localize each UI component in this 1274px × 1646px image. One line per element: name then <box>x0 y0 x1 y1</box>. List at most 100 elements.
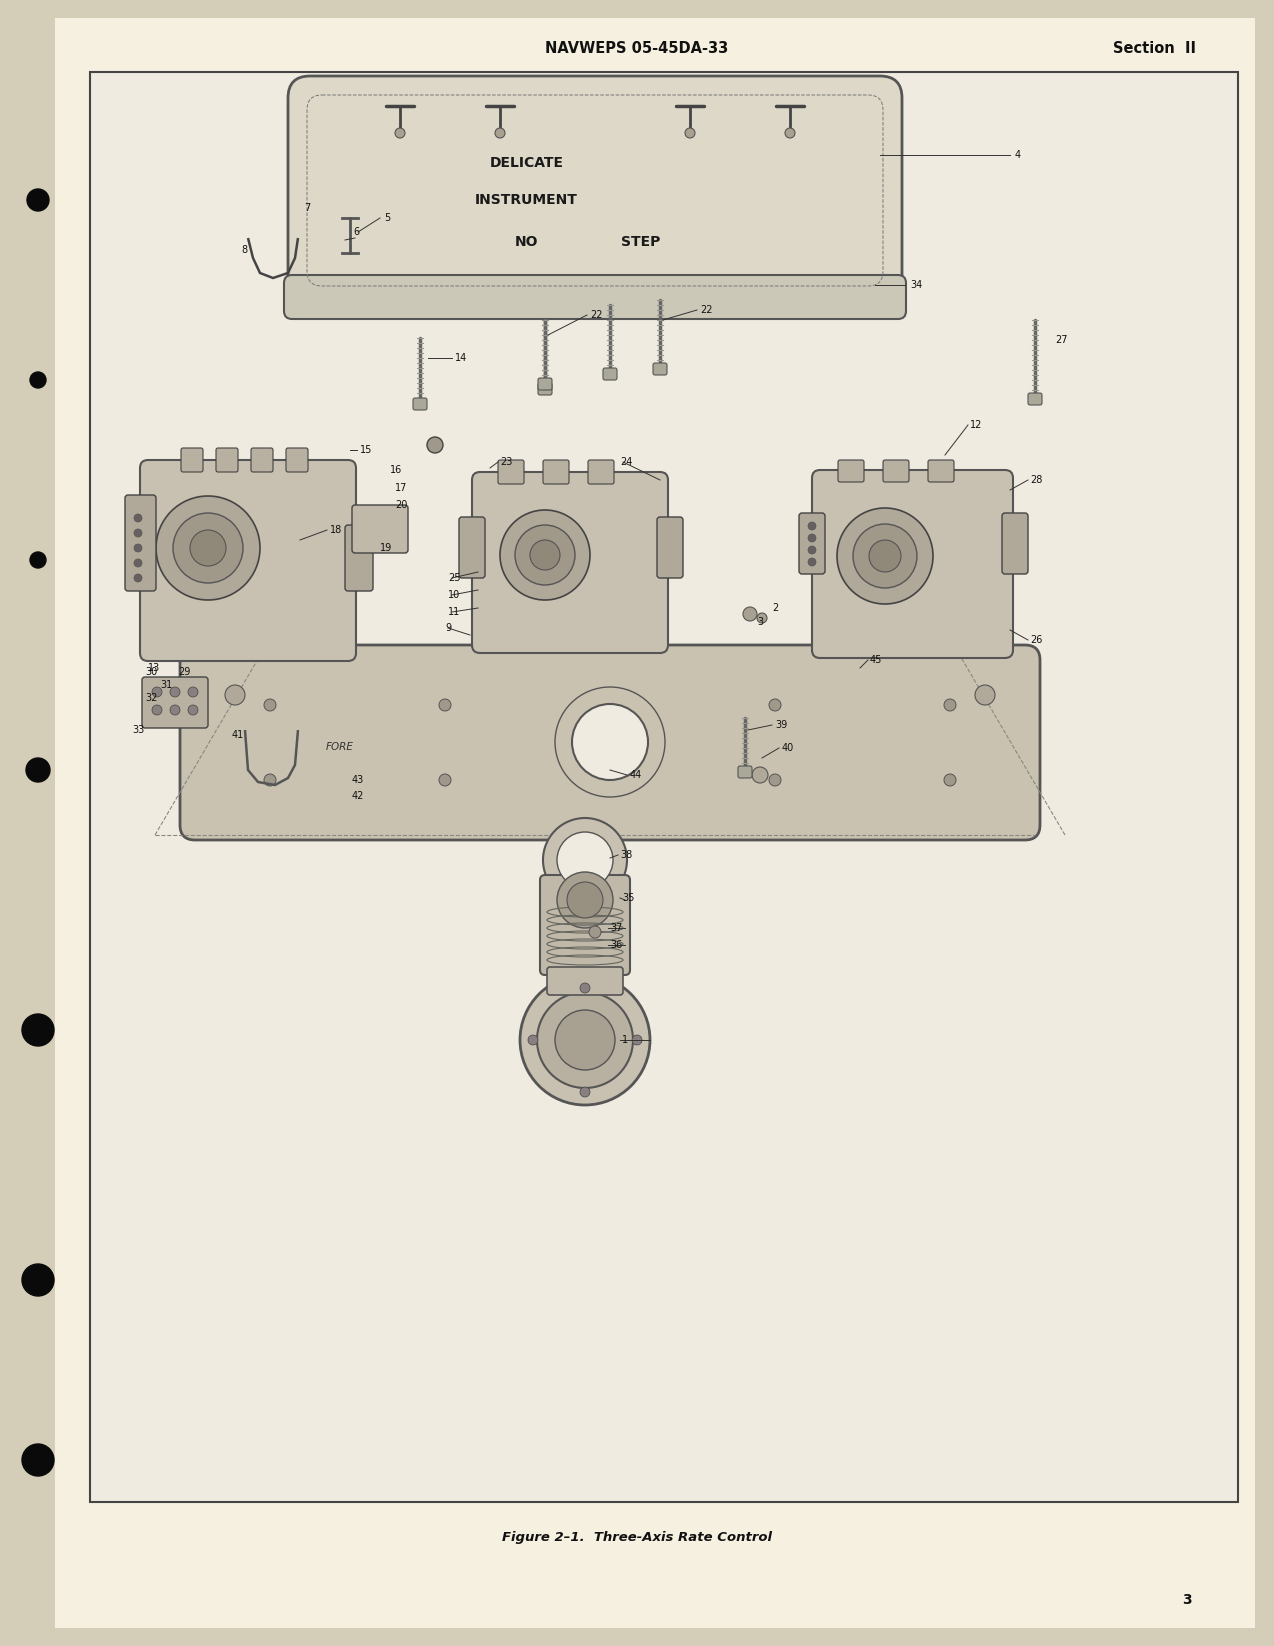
Circle shape <box>808 522 817 530</box>
Circle shape <box>496 128 505 138</box>
Text: 10: 10 <box>448 589 460 601</box>
Text: 40: 40 <box>782 742 794 752</box>
Text: 33: 33 <box>132 724 144 736</box>
Circle shape <box>589 927 601 938</box>
FancyBboxPatch shape <box>180 645 1040 839</box>
Circle shape <box>808 558 817 566</box>
Text: DELICATE: DELICATE <box>489 156 563 170</box>
FancyBboxPatch shape <box>547 966 623 994</box>
Circle shape <box>808 546 817 555</box>
Circle shape <box>752 767 768 783</box>
Circle shape <box>27 189 48 211</box>
Bar <box>90 72 1238 1503</box>
Circle shape <box>189 704 197 714</box>
Circle shape <box>538 993 633 1088</box>
Text: 44: 44 <box>631 770 642 780</box>
Circle shape <box>427 436 443 453</box>
FancyBboxPatch shape <box>654 364 668 375</box>
Circle shape <box>31 551 46 568</box>
Text: 22: 22 <box>699 305 712 314</box>
Text: 17: 17 <box>395 482 408 494</box>
Circle shape <box>152 686 162 696</box>
FancyBboxPatch shape <box>657 517 683 578</box>
Text: 26: 26 <box>1029 635 1042 645</box>
Circle shape <box>155 495 260 601</box>
Circle shape <box>22 1444 54 1476</box>
FancyBboxPatch shape <box>812 471 1013 658</box>
Text: 22: 22 <box>590 309 603 319</box>
Text: 25: 25 <box>448 573 460 583</box>
Circle shape <box>837 509 933 604</box>
Text: Section  II: Section II <box>1113 41 1196 56</box>
Circle shape <box>22 1014 54 1045</box>
Circle shape <box>169 704 180 714</box>
Text: NO: NO <box>515 235 539 249</box>
FancyBboxPatch shape <box>589 459 614 484</box>
FancyBboxPatch shape <box>498 459 524 484</box>
FancyBboxPatch shape <box>838 459 864 482</box>
Circle shape <box>25 759 50 782</box>
Text: 18: 18 <box>330 525 343 535</box>
Text: 14: 14 <box>455 352 468 364</box>
Circle shape <box>808 533 817 542</box>
Circle shape <box>189 686 197 696</box>
Circle shape <box>572 704 648 780</box>
FancyBboxPatch shape <box>141 677 208 728</box>
Text: Figure 2–1.  Three-Axis Rate Control: Figure 2–1. Three-Axis Rate Control <box>502 1531 772 1544</box>
FancyBboxPatch shape <box>603 369 617 380</box>
Text: 9: 9 <box>445 622 451 634</box>
Circle shape <box>869 540 901 573</box>
Text: 35: 35 <box>622 894 634 904</box>
Circle shape <box>134 528 141 537</box>
FancyBboxPatch shape <box>540 876 631 974</box>
FancyBboxPatch shape <box>181 448 203 472</box>
Text: 34: 34 <box>910 280 922 290</box>
Circle shape <box>190 530 225 566</box>
FancyBboxPatch shape <box>345 525 373 591</box>
Text: 12: 12 <box>970 420 982 430</box>
Circle shape <box>515 525 575 584</box>
Circle shape <box>557 831 613 887</box>
Circle shape <box>520 974 650 1104</box>
Text: 32: 32 <box>145 693 158 703</box>
Circle shape <box>580 1086 590 1096</box>
Circle shape <box>543 818 627 902</box>
Circle shape <box>134 514 141 522</box>
Text: 5: 5 <box>383 212 390 222</box>
Circle shape <box>567 882 603 918</box>
FancyBboxPatch shape <box>471 472 668 653</box>
Circle shape <box>527 1035 538 1045</box>
FancyBboxPatch shape <box>738 765 752 779</box>
Circle shape <box>944 700 956 711</box>
Circle shape <box>685 128 696 138</box>
Circle shape <box>134 560 141 566</box>
Text: 43: 43 <box>352 775 364 785</box>
Text: 37: 37 <box>610 923 623 933</box>
Text: STEP: STEP <box>620 235 660 249</box>
Circle shape <box>769 774 781 787</box>
FancyBboxPatch shape <box>1001 514 1028 574</box>
Text: 38: 38 <box>620 849 632 859</box>
Text: 2: 2 <box>772 602 778 612</box>
Circle shape <box>769 700 781 711</box>
Text: 4: 4 <box>1015 150 1022 160</box>
Text: 41: 41 <box>232 729 245 741</box>
Circle shape <box>169 686 180 696</box>
Text: 31: 31 <box>161 680 172 690</box>
Text: 27: 27 <box>1055 336 1068 346</box>
Text: 15: 15 <box>361 444 372 454</box>
Text: 23: 23 <box>499 458 512 467</box>
FancyBboxPatch shape <box>1028 393 1042 405</box>
FancyBboxPatch shape <box>251 448 273 472</box>
Text: 11: 11 <box>448 607 460 617</box>
Circle shape <box>134 543 141 551</box>
FancyBboxPatch shape <box>284 275 906 319</box>
Circle shape <box>632 1035 642 1045</box>
Text: 1: 1 <box>622 1035 628 1045</box>
FancyBboxPatch shape <box>125 495 155 591</box>
Circle shape <box>854 523 917 588</box>
Text: FORE: FORE <box>326 742 354 752</box>
Circle shape <box>264 774 276 787</box>
Circle shape <box>499 510 590 601</box>
Circle shape <box>31 372 46 388</box>
